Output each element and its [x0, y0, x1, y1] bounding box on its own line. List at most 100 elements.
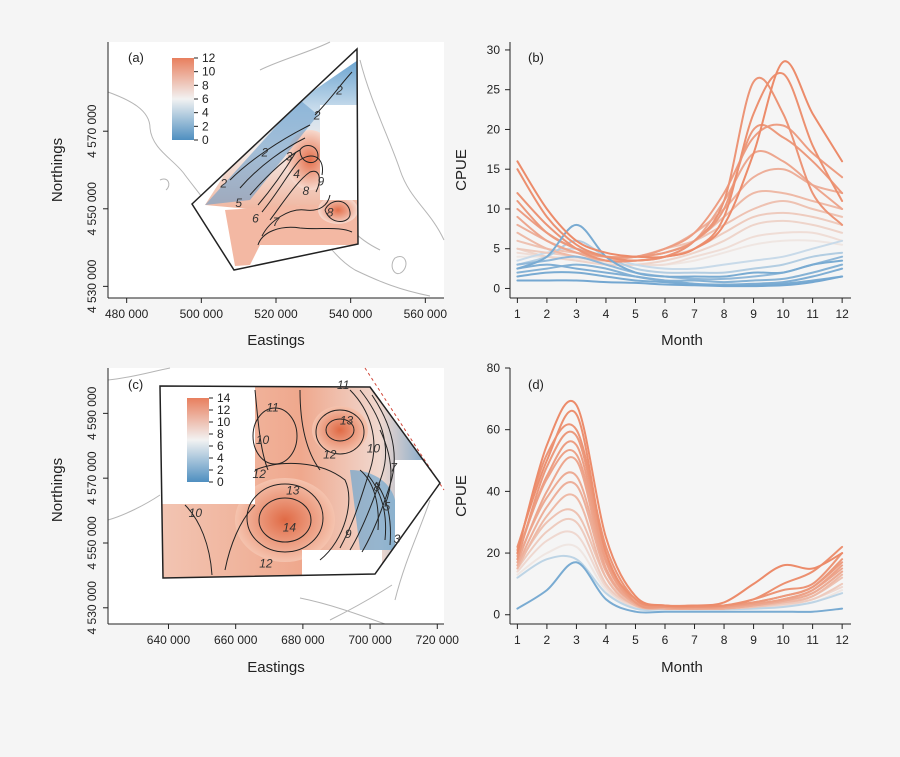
series-line [516, 400, 844, 608]
panel-c-study-boundary [159, 385, 441, 579]
contour-label: 11 [337, 378, 349, 392]
y-tick-label: 4 570 000 [85, 451, 99, 505]
series-line [516, 471, 844, 610]
x-tick-label: 5 [632, 307, 639, 321]
y-tick-label: 20 [487, 122, 501, 136]
panel-b-y-ticks: 0 5 10 15 20 25 30 [487, 43, 510, 295]
panel-c-y-ticks: 4 530 000 4 550 000 4 570 000 4 590 000 [85, 386, 108, 634]
panel-c-y-label: Northings [49, 458, 66, 522]
panel-d-series [516, 400, 844, 614]
x-tick-label: 6 [662, 307, 669, 321]
contour-label: 2 [335, 83, 343, 97]
y-tick-label: 40 [487, 484, 501, 498]
x-tick-label: 660 000 [214, 633, 258, 647]
panel-a-study-boundary [191, 47, 359, 271]
panel-d-x-ticks: 1 2 3 4 5 6 7 8 9 10 11 12 [514, 624, 849, 647]
contour-label: 7 [390, 461, 398, 475]
series-line [516, 219, 844, 267]
contour-label: 8 [327, 206, 334, 220]
contour-label: 10 [256, 433, 270, 447]
x-tick-label: 8 [721, 633, 728, 647]
contour-label: 5 [384, 500, 391, 514]
colorbar-tick-label: 6 [202, 92, 209, 106]
y-tick-label: 30 [487, 43, 501, 57]
colorbar-tick-label: 12 [217, 403, 231, 417]
y-tick-label: 60 [487, 423, 501, 437]
x-tick-label: 9 [750, 307, 757, 321]
contour-label: 9 [345, 527, 352, 541]
contour-label: 10 [367, 441, 381, 455]
x-tick-label: 1 [514, 307, 521, 321]
contour-label: 9 [317, 175, 324, 189]
y-tick-label: 0 [493, 608, 500, 622]
contour-label: 5 [235, 196, 242, 210]
x-tick-label: 2 [544, 307, 551, 321]
panel-b-x-label: Month [661, 332, 703, 349]
panel-c-bathymetry-lines [107, 367, 431, 625]
panel-a-y-ticks: 4 530 000 4 550 000 4 570 000 [85, 104, 108, 313]
panel-c-contour-lines [184, 389, 395, 576]
y-tick-label: 4 550 000 [85, 516, 99, 570]
x-tick-label: 680 000 [281, 633, 325, 647]
y-tick-label: 4 530 000 [85, 259, 99, 313]
colorbar-tick-label: 6 [217, 439, 224, 453]
panel-c-colorbar [187, 398, 209, 482]
contour-label: 10 [189, 506, 203, 520]
colorbar-tick-label: 2 [202, 119, 209, 133]
x-tick-label: 11 [806, 307, 819, 321]
contour-label: 8 [373, 480, 380, 494]
contour-label: 4 [293, 167, 300, 181]
y-tick-label: 80 [487, 361, 501, 375]
x-tick-label: 11 [806, 633, 819, 647]
x-tick-label: 10 [776, 633, 790, 647]
x-tick-label: 3 [573, 307, 580, 321]
x-tick-label: 9 [750, 633, 757, 647]
colorbar-tick-label: 0 [217, 475, 224, 489]
x-tick-label: 10 [776, 307, 790, 321]
x-tick-label: 720 000 [416, 633, 460, 647]
y-tick-label: 5 [493, 242, 500, 256]
contour-label: 2 [219, 176, 227, 190]
colorbar-tick-label: 8 [202, 78, 209, 92]
panel-d-label: (d) [528, 377, 544, 392]
y-tick-label: 4 570 000 [85, 104, 99, 158]
series-line [516, 263, 844, 286]
x-tick-label: 700 000 [348, 633, 392, 647]
panel-a-x-ticks: 480 000 500 000 520 000 540 000 560 000 [105, 298, 447, 321]
contour-label: 12 [259, 556, 273, 570]
panel-d-y-label: CPUE [453, 475, 470, 517]
panel-d-plot-area [510, 368, 851, 624]
x-tick-label: 5 [632, 633, 639, 647]
contour-label: 3 [394, 532, 401, 546]
panel-a-colorbar [172, 58, 194, 140]
colorbar-tick-label: 12 [202, 51, 216, 65]
x-tick-label: 12 [835, 307, 849, 321]
panel-c-x-ticks: 640 000 660 000 680 000 700 000 720 000 [147, 624, 460, 647]
x-tick-label: 560 000 [404, 307, 448, 321]
colorbar-tick-label: 4 [202, 106, 209, 120]
panel-a-contour-lines [229, 71, 353, 246]
series-line [516, 223, 844, 278]
colorbar-tick-label: 2 [217, 463, 224, 477]
series-line [516, 76, 844, 263]
series-line [516, 430, 844, 609]
contour-label: 13 [286, 483, 300, 497]
x-tick-label: 3 [573, 633, 580, 647]
x-tick-label: 500 000 [180, 307, 224, 321]
x-tick-label: 540 000 [329, 307, 373, 321]
x-tick-label: 7 [691, 307, 698, 321]
x-tick-label: 12 [835, 633, 849, 647]
x-tick-label: 8 [721, 307, 728, 321]
y-tick-label: 0 [493, 281, 500, 295]
panel-a-x-label: Eastings [247, 332, 305, 349]
colorbar-tick-label: 0 [202, 133, 209, 147]
y-tick-label: 4 590 000 [85, 386, 99, 440]
panel-b-y-label: CPUE [453, 149, 470, 191]
x-tick-label: 2 [544, 633, 551, 647]
